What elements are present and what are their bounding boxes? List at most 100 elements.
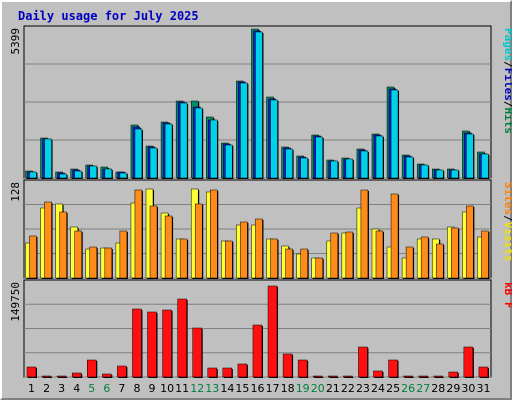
- bar-kb-day-17: [267, 285, 278, 378]
- x-tick-label-day-20: 20: [311, 382, 325, 395]
- y-max-label-panel-0: 5399: [9, 28, 22, 55]
- bar-pages-day-26: [405, 156, 414, 179]
- bar-pages-day-27: [420, 164, 429, 179]
- x-tick-label-day-12: 12: [190, 382, 204, 395]
- legend-item: /: [502, 61, 512, 68]
- x-tick-label-day-26: 26: [401, 382, 415, 395]
- bar-kb-day-24: [373, 370, 383, 378]
- legend-panel-1: Sites/Visits: [502, 182, 512, 262]
- bar-pages-day-5: [89, 165, 98, 179]
- bar-kb-day-20: [312, 375, 323, 378]
- bar-pages-day-8: [134, 128, 143, 179]
- bar-pages-day-30: [466, 133, 474, 179]
- bar-pages-day-14: [225, 144, 233, 179]
- bar-pages-day-9: [149, 147, 158, 179]
- x-tick-label-day-4: 4: [73, 382, 80, 395]
- legend-item: Sites: [502, 182, 512, 215]
- bar-pages-day-23: [360, 150, 369, 179]
- bar-kb-day-18: [282, 353, 293, 378]
- x-tick-label-day-8: 8: [133, 382, 140, 395]
- bar-sites-day-16: [255, 218, 263, 279]
- x-tick-label-day-28: 28: [431, 382, 445, 395]
- bar-kb-day-1: [26, 366, 37, 378]
- legend-item: Hits: [502, 108, 512, 135]
- x-tick-label-day-17: 17: [266, 382, 280, 395]
- bar-pages-day-29: [451, 169, 459, 179]
- x-tick-label-day-27: 27: [416, 382, 430, 395]
- bar-kb-day-8: [132, 308, 142, 378]
- bar-sites-day-11: [179, 238, 188, 279]
- bar-kb-day-28-shadow: [434, 377, 444, 378]
- bar-sites-day-31: [481, 230, 489, 279]
- bar-pages-day-17: [270, 99, 278, 179]
- bar-pages-day-4: [74, 170, 82, 179]
- y-max-label-panel-2: 149750: [9, 282, 22, 322]
- bar-pages-day-25: [390, 89, 399, 179]
- bar-kb-day-29: [448, 371, 459, 378]
- bar-pages-day-15: [240, 82, 248, 179]
- bar-kb-day-23: [358, 346, 368, 378]
- bar-sites-day-14: [225, 240, 233, 279]
- chart-title: Daily usage for July 2025: [18, 9, 199, 23]
- bar-kb-day-12: [192, 327, 202, 378]
- x-tick-label-day-30: 30: [461, 382, 475, 395]
- bar-sites-day-2: [44, 201, 52, 279]
- bar-kb-day-10: [162, 309, 172, 378]
- x-tick-label-day-11: 11: [175, 382, 189, 395]
- legend-panel-2: kB F: [502, 282, 512, 309]
- x-tick-label-day-2: 2: [43, 382, 50, 395]
- x-tick-label-day-19: 19: [296, 382, 310, 395]
- bar-pages-day-12: [194, 107, 203, 179]
- bar-sites-day-6: [104, 247, 113, 279]
- bar-sites-day-29: [451, 227, 459, 279]
- x-tick-label-day-18: 18: [281, 382, 295, 395]
- bar-sites-day-18: [285, 248, 293, 279]
- bar-kb-day-4: [71, 372, 82, 378]
- bar-pages-day-11: [179, 102, 188, 179]
- bar-sites-day-21: [330, 232, 339, 279]
- bar-kb-day-21: [328, 375, 338, 378]
- bar-kb-day-6: [102, 373, 112, 378]
- x-tick-label-day-21: 21: [326, 382, 340, 395]
- bar-pages-day-31: [481, 153, 489, 179]
- bar-pages-day-10: [164, 123, 173, 179]
- bar-kb-day-27-shadow: [419, 377, 429, 378]
- bar-pages-day-21: [330, 160, 339, 179]
- x-tick-label-day-23: 23: [356, 382, 370, 395]
- bar-sites-day-17: [270, 238, 278, 279]
- bar-pages-day-16: [255, 31, 263, 179]
- bar-sites-day-7: [119, 230, 128, 279]
- x-tick-label-day-22: 22: [341, 382, 355, 395]
- legend-item: /: [502, 101, 512, 108]
- bar-sites-day-20: [315, 257, 323, 279]
- bar-sites-day-22: [345, 231, 354, 279]
- bar-kb-day-13: [207, 367, 218, 378]
- bar-sites-day-12: [194, 203, 203, 279]
- bar-sites-day-5: [89, 246, 98, 279]
- bar-sites-day-27: [420, 236, 429, 279]
- bar-kb-day-21-shadow: [329, 377, 339, 378]
- legend-item: Files: [502, 68, 512, 101]
- bar-kb-day-7: [117, 365, 127, 378]
- bar-kb-day-30: [463, 346, 474, 378]
- bar-pages-day-6: [104, 168, 113, 179]
- bar-pages-day-13: [210, 119, 218, 179]
- bar-sites-day-9: [149, 205, 158, 279]
- bar-sites-day-28: [435, 243, 444, 279]
- bar-pages-day-18: [285, 148, 293, 179]
- bar-pages-day-1: [29, 171, 37, 179]
- bar-kb-day-3-shadow: [58, 377, 68, 378]
- x-tick-label-day-24: 24: [371, 382, 385, 395]
- x-tick-label-day-31: 31: [476, 382, 490, 395]
- x-tick-label-day-1: 1: [28, 382, 35, 395]
- bar-kb-day-3: [56, 375, 67, 378]
- bar-pages-day-22: [345, 158, 354, 179]
- bar-kb-day-14: [222, 367, 233, 378]
- bar-sites-day-3: [59, 211, 67, 279]
- bar-sites-day-30: [466, 205, 474, 279]
- bar-kb-day-19: [297, 359, 308, 378]
- bar-kb-day-27: [418, 375, 428, 378]
- legend-item: /: [502, 215, 512, 222]
- bar-pages-day-3: [59, 173, 67, 179]
